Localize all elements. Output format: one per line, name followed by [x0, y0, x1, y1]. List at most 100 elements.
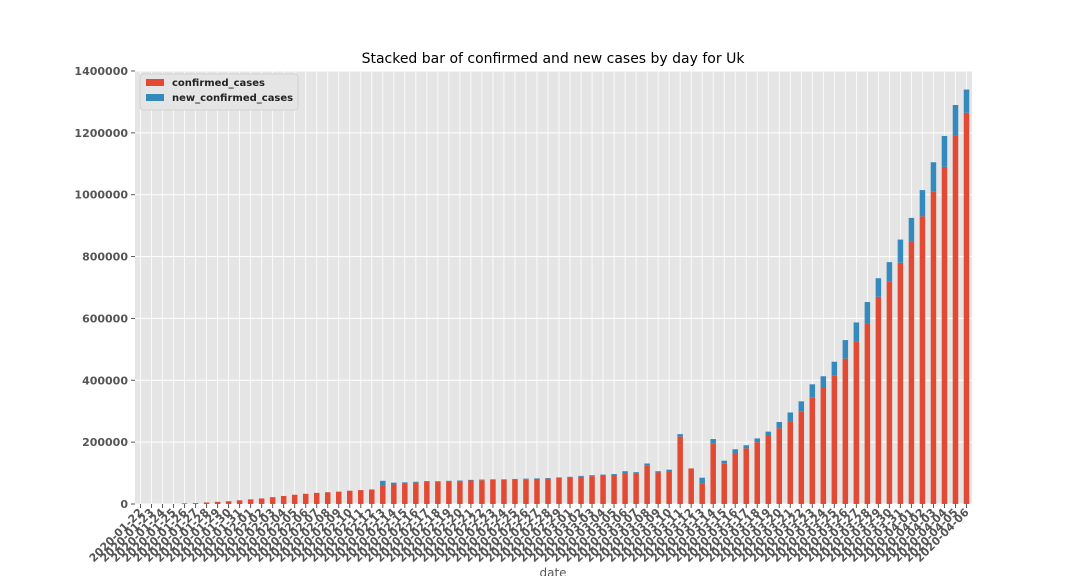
bar-confirmed-cases: [523, 479, 529, 504]
bar-confirmed-cases: [820, 388, 827, 504]
bar-confirmed-cases: [413, 482, 419, 504]
bar-confirmed-cases: [655, 472, 661, 504]
bar-confirmed-cases: [446, 481, 452, 504]
bar-confirmed-cases: [666, 471, 672, 504]
bar-new-confirmed-cases: [424, 481, 430, 483]
bar-new-confirmed-cases: [501, 479, 507, 480]
bar-confirmed-cases: [699, 483, 705, 504]
legend-swatch-confirmed-cases: [146, 79, 164, 86]
bar-new-confirmed-cases: [457, 480, 463, 482]
bar-confirmed-cases: [776, 428, 783, 504]
bar-confirmed-cases: [754, 442, 760, 504]
bar-confirmed-cases: [567, 477, 573, 504]
bar-new-confirmed-cases: [611, 473, 617, 475]
bar-confirmed-cases: [192, 503, 199, 504]
bar-new-confirmed-cases: [380, 480, 386, 486]
bar-new-confirmed-cases: [908, 217, 915, 242]
bar-confirmed-cases: [644, 465, 650, 504]
legend-swatch-new-confirmed-cases: [146, 94, 164, 101]
bar-confirmed-cases: [633, 473, 639, 504]
bar-confirmed-cases: [831, 375, 838, 504]
bar-new-confirmed-cases: [677, 434, 683, 437]
bar-new-confirmed-cases: [666, 469, 672, 472]
bar-new-confirmed-cases: [765, 431, 772, 436]
bar-new-confirmed-cases: [545, 478, 551, 479]
bar-confirmed-cases: [611, 474, 617, 504]
bar-new-confirmed-cases: [743, 445, 749, 449]
bar-confirmed-cases: [765, 435, 772, 504]
bar-confirmed-cases: [864, 323, 871, 504]
bar-confirmed-cases: [842, 358, 849, 504]
bar-confirmed-cases: [490, 479, 496, 504]
bar-confirmed-cases: [291, 494, 298, 504]
bar-confirmed-cases: [468, 480, 474, 504]
y-tick-label: 0: [120, 498, 128, 511]
bar-confirmed-cases: [225, 501, 232, 504]
bar-confirmed-cases: [941, 166, 948, 504]
bar-new-confirmed-cases: [886, 262, 893, 282]
bar-new-confirmed-cases: [402, 482, 408, 484]
bar-new-confirmed-cases: [633, 472, 639, 474]
bar-confirmed-cases: [247, 499, 254, 504]
bar-new-confirmed-cases: [798, 401, 805, 412]
bar-new-confirmed-cases: [853, 322, 860, 342]
y-tick-label: 1400000: [74, 65, 128, 78]
bar-confirmed-cases: [534, 478, 540, 504]
bar-confirmed-cases: [743, 448, 749, 504]
bar-new-confirmed-cases: [512, 478, 518, 480]
y-tick-label: 400000: [82, 374, 128, 387]
bar-new-confirmed-cases: [963, 89, 970, 113]
bar-confirmed-cases: [919, 216, 926, 504]
bar-confirmed-cases: [324, 492, 331, 504]
bar-new-confirmed-cases: [941, 135, 948, 167]
bar-confirmed-cases: [435, 481, 441, 504]
bar-new-confirmed-cases: [490, 479, 496, 480]
bar-confirmed-cases: [710, 443, 716, 504]
bar-new-confirmed-cases: [919, 190, 926, 217]
bar-new-confirmed-cases: [578, 475, 584, 477]
legend-label-new-confirmed-cases: new_confirmed_cases: [172, 93, 293, 104]
bar-new-confirmed-cases: [864, 302, 871, 324]
bar-confirmed-cases: [677, 436, 683, 504]
bar-confirmed-cases: [335, 491, 342, 504]
bar-new-confirmed-cases: [446, 480, 452, 482]
bar-confirmed-cases: [479, 480, 485, 504]
bar-new-confirmed-cases: [523, 478, 529, 480]
bar-confirmed-cases: [302, 493, 309, 504]
y-tick-label: 200000: [82, 436, 128, 449]
bars: [181, 89, 970, 504]
bar-confirmed-cases: [798, 411, 805, 504]
x-axis-label: date: [539, 566, 566, 576]
bar-confirmed-cases: [589, 476, 595, 504]
bar-new-confirmed-cases: [556, 477, 562, 479]
bar-confirmed-cases: [280, 495, 287, 504]
bar-confirmed-cases: [424, 482, 430, 504]
bar-confirmed-cases: [578, 476, 584, 504]
bar-confirmed-cases: [269, 497, 276, 504]
bar-new-confirmed-cases: [721, 460, 727, 464]
bar-new-confirmed-cases: [930, 162, 937, 192]
bar-new-confirmed-cases: [842, 340, 849, 359]
bar-confirmed-cases: [897, 262, 904, 504]
bar-confirmed-cases: [402, 483, 408, 504]
legend: confirmed_cases new_confirmed_cases: [139, 73, 299, 111]
bar-new-confirmed-cases: [622, 471, 628, 474]
bar-confirmed-cases: [908, 241, 915, 504]
x-axis-ticks: 2020-01-222020-01-232020-01-242020-01-25…: [87, 504, 972, 565]
bar-new-confirmed-cases: [732, 449, 738, 453]
y-tick-label: 1000000: [74, 189, 128, 202]
bar-new-confirmed-cases: [787, 412, 794, 422]
legend-label-confirmed-cases: confirmed_cases: [172, 78, 265, 89]
bar-confirmed-cases: [886, 281, 893, 504]
bar-confirmed-cases: [457, 481, 463, 504]
bar-confirmed-cases: [380, 485, 386, 504]
bar-new-confirmed-cases: [952, 105, 959, 136]
bar-confirmed-cases: [600, 475, 606, 504]
bar-new-confirmed-cases: [831, 361, 838, 376]
bar-new-confirmed-cases: [413, 481, 419, 483]
bar-confirmed-cases: [236, 500, 243, 504]
bar-confirmed-cases: [369, 489, 375, 504]
bar-confirmed-cases: [875, 296, 882, 504]
bar-new-confirmed-cases: [600, 474, 606, 476]
bar-new-confirmed-cases: [875, 278, 882, 297]
